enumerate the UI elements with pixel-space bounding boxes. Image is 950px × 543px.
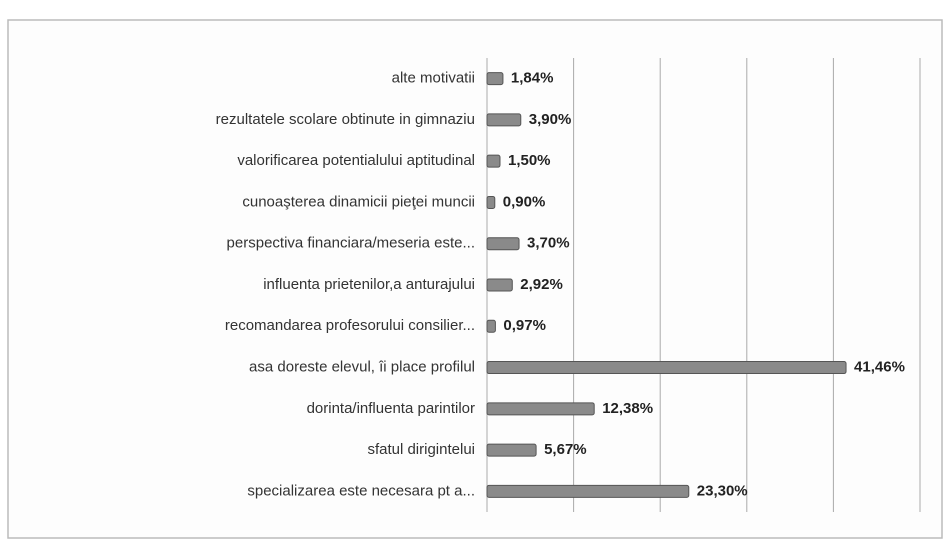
bar bbox=[486, 361, 847, 375]
bar bbox=[486, 113, 522, 127]
category-label: rezultatele scolare obtinute in gimnaziu bbox=[216, 111, 475, 128]
value-label: 3,70% bbox=[527, 235, 570, 252]
category-label: asa doreste elevul, îi place profilul bbox=[249, 359, 475, 376]
category-label: alte motivatii bbox=[392, 70, 475, 87]
bar bbox=[486, 195, 496, 209]
value-label: 0,97% bbox=[503, 317, 546, 334]
bar bbox=[486, 402, 595, 416]
category-label: recomandarea profesorului consilier... bbox=[225, 317, 475, 334]
value-label: 41,46% bbox=[854, 359, 905, 376]
value-label: 2,92% bbox=[520, 276, 563, 293]
bar bbox=[486, 278, 513, 292]
bar bbox=[486, 237, 520, 251]
value-label: 0,90% bbox=[503, 193, 546, 210]
category-label: perspectiva financiara/meseria este... bbox=[227, 235, 475, 252]
category-label: specializarea este necesara pt a... bbox=[247, 482, 475, 499]
value-label: 1,50% bbox=[508, 152, 551, 169]
bar bbox=[486, 443, 537, 457]
value-label: 12,38% bbox=[602, 400, 653, 417]
bar bbox=[486, 154, 501, 168]
category-label: dorinta/influenta parintilor bbox=[307, 400, 475, 417]
value-label: 3,90% bbox=[529, 111, 572, 128]
category-label: cunoaşterea dinamicii pieţei muncii bbox=[242, 193, 475, 210]
category-label: sfatul dirigintelui bbox=[367, 441, 475, 458]
value-label: 1,84% bbox=[511, 70, 554, 87]
category-label: valorificarea potentialului aptitudinal bbox=[237, 152, 475, 169]
chart-frame bbox=[7, 19, 943, 539]
bar bbox=[486, 319, 496, 333]
bar bbox=[486, 484, 690, 498]
bar bbox=[486, 72, 504, 86]
value-label: 5,67% bbox=[544, 441, 587, 458]
value-label: 23,30% bbox=[697, 482, 748, 499]
category-label: influenta prietenilor,a anturajului bbox=[263, 276, 475, 293]
